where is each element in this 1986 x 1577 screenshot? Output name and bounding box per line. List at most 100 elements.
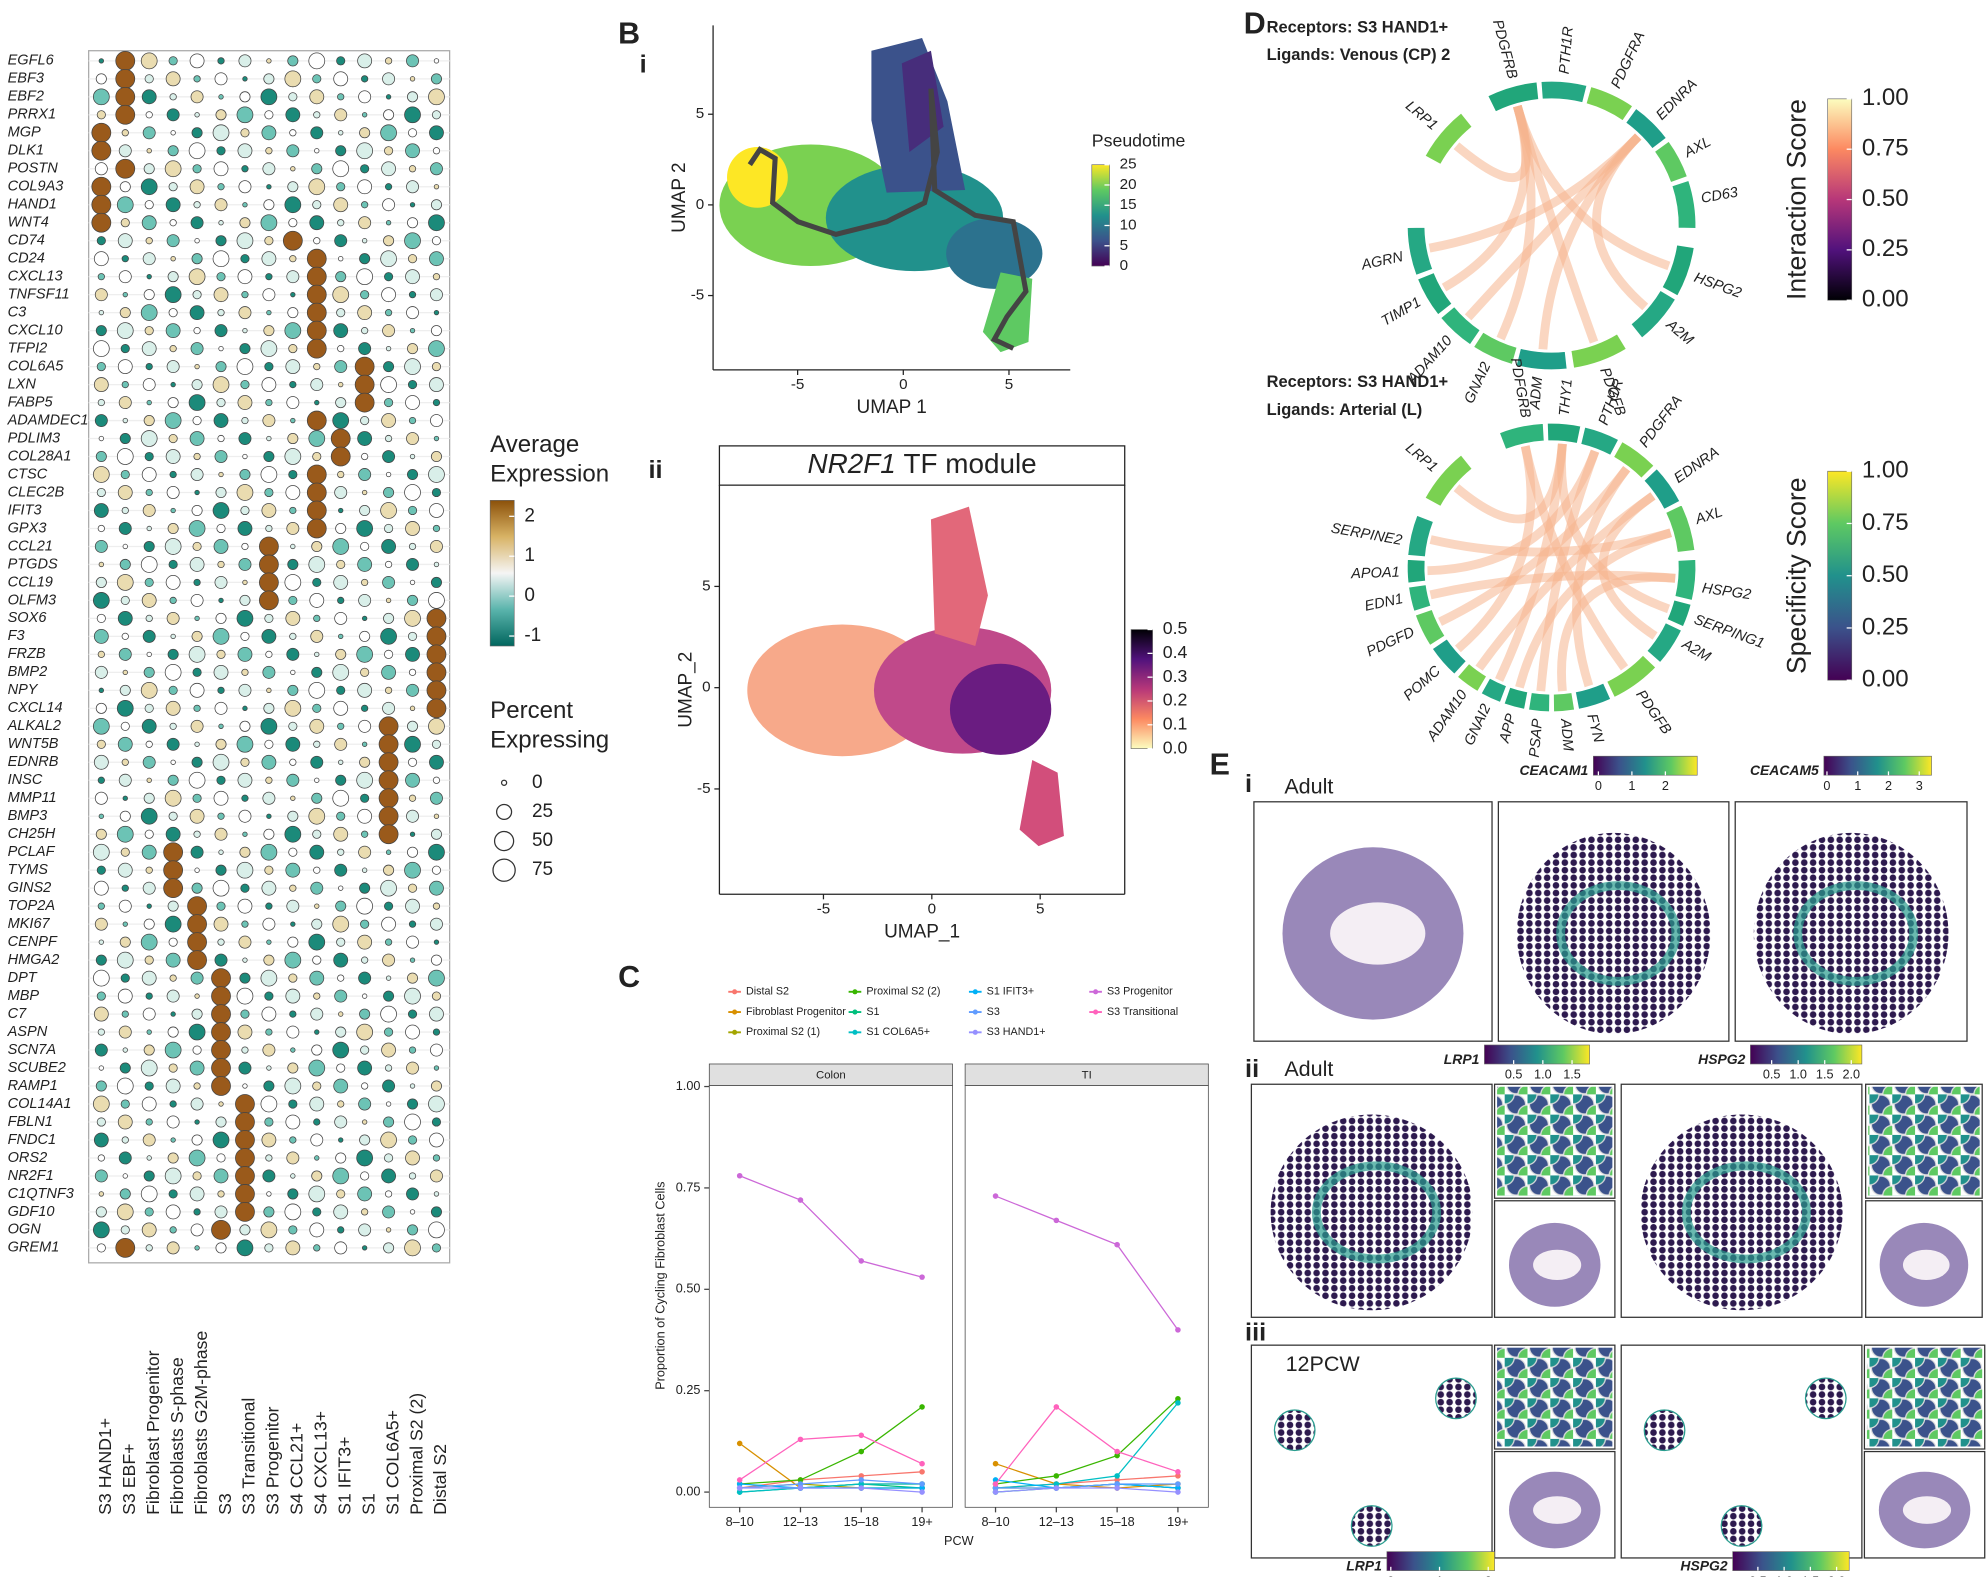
dot xyxy=(265,650,273,658)
dot xyxy=(218,471,224,478)
chord-sector xyxy=(1552,691,1576,713)
dot xyxy=(188,1149,206,1167)
dot xyxy=(358,1223,372,1237)
dot xyxy=(143,792,155,804)
dot xyxy=(191,882,203,894)
dot xyxy=(289,1136,297,1144)
series-point xyxy=(1114,1485,1120,1491)
gene-label: COL9A3 xyxy=(8,179,64,195)
dot xyxy=(194,993,200,999)
dot xyxy=(169,1226,177,1234)
gene-label: POSTN xyxy=(8,161,59,177)
chord-sector xyxy=(1661,244,1695,297)
chord-link xyxy=(1428,133,1642,253)
dot xyxy=(338,130,344,136)
dot xyxy=(165,575,181,590)
dot xyxy=(285,862,301,878)
gene-label: HMGA2 xyxy=(8,952,60,968)
spot-tissue xyxy=(1753,832,1949,1035)
dot xyxy=(261,503,277,518)
legend-swatch xyxy=(972,1029,978,1035)
dot xyxy=(165,323,181,339)
panel-label: E xyxy=(1210,747,1230,781)
dot xyxy=(380,1131,397,1149)
y-tick-label: 0 xyxy=(696,196,704,213)
dot xyxy=(289,255,297,263)
dot xyxy=(238,306,252,320)
series-point xyxy=(1175,1481,1181,1487)
dot xyxy=(428,1221,445,1239)
dot xyxy=(288,721,298,731)
highlight-dot xyxy=(426,626,447,647)
dot xyxy=(239,972,251,984)
dot xyxy=(145,992,153,1000)
dot xyxy=(361,956,369,964)
sample-label: Adult xyxy=(1284,775,1333,799)
series-point xyxy=(858,1432,865,1439)
dot xyxy=(335,1026,347,1038)
colorbar-tick-label: 1.5 xyxy=(1563,1068,1581,1082)
dot xyxy=(170,507,176,514)
dot xyxy=(120,1225,130,1235)
dot xyxy=(385,975,392,981)
dot xyxy=(241,291,249,299)
dot xyxy=(189,682,205,698)
dot xyxy=(287,1188,299,1200)
chord-sector xyxy=(1503,686,1529,710)
highlight-dot xyxy=(378,770,399,791)
dot xyxy=(93,251,109,267)
dot xyxy=(333,71,349,87)
colorbar-tick-label: -1 xyxy=(524,625,541,646)
dot xyxy=(215,1116,227,1128)
dot xyxy=(287,55,299,67)
chord-sector xyxy=(1570,333,1628,369)
highlight-dot xyxy=(235,1166,255,1186)
dot xyxy=(361,1208,369,1216)
dot xyxy=(98,309,104,316)
dot xyxy=(382,701,396,715)
dot xyxy=(432,524,441,533)
dot xyxy=(97,1028,105,1036)
dot xyxy=(238,1061,252,1075)
dot xyxy=(119,181,131,193)
cluster-label: Fibroblasts S-phase xyxy=(167,1357,187,1515)
dot xyxy=(190,845,204,859)
section xyxy=(1273,1409,1316,1452)
gene-label: FABP5 xyxy=(8,394,54,410)
dot xyxy=(404,232,421,250)
chord-link xyxy=(1429,570,1676,600)
dot xyxy=(193,201,201,209)
dot xyxy=(333,575,349,590)
series-point xyxy=(1114,1477,1120,1483)
dot xyxy=(216,775,226,785)
dot xyxy=(264,1117,274,1127)
dot xyxy=(429,125,444,141)
dot xyxy=(262,1043,276,1057)
dot xyxy=(334,989,348,1003)
lumen xyxy=(1533,1496,1582,1524)
dot xyxy=(141,215,157,231)
dot xyxy=(407,846,419,858)
gene-label: CEACAM1 xyxy=(1519,762,1588,778)
colorbar-tick-label: 2.0 xyxy=(1842,1068,1860,1082)
dot xyxy=(169,93,177,101)
colorbar-tick-label: 0 xyxy=(1823,779,1830,793)
highlight-dot xyxy=(378,716,399,737)
sector-label: PDGFRA xyxy=(1637,393,1686,451)
legend-title: Percent xyxy=(490,697,573,724)
dot xyxy=(407,91,419,103)
dot xyxy=(264,865,274,875)
dot xyxy=(381,161,396,177)
highlight-dot xyxy=(211,986,231,1006)
dot xyxy=(359,504,371,516)
dot xyxy=(242,831,248,837)
chord-sector xyxy=(1580,426,1620,457)
dot xyxy=(143,666,155,678)
dot xyxy=(214,701,228,715)
dot xyxy=(120,847,130,857)
dot xyxy=(117,359,133,375)
dot xyxy=(385,1101,392,1107)
dot xyxy=(118,522,132,535)
dot xyxy=(216,649,226,659)
dot xyxy=(170,633,176,640)
